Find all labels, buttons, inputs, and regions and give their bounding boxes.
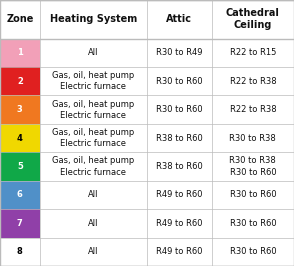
Text: Attic: Attic [166,14,192,24]
Text: R22 to R38: R22 to R38 [230,77,276,86]
Text: R49 to R60: R49 to R60 [156,190,203,200]
Text: R30 to R60: R30 to R60 [156,77,203,86]
Text: Gas, oil, heat pump
Electric furnace: Gas, oil, heat pump Electric furnace [52,128,134,148]
Text: 2: 2 [17,77,23,86]
Bar [0,67,40,95]
Bar [0,124,40,152]
Text: R49 to R60: R49 to R60 [156,247,203,256]
Text: All: All [88,219,98,228]
Bar [0,238,40,266]
Text: 1: 1 [17,48,23,57]
Text: 7: 7 [17,219,23,228]
Text: Cathedral
Ceiling: Cathedral Ceiling [226,9,280,30]
Text: R30 to R60: R30 to R60 [156,105,203,114]
Bar [0,181,40,209]
Text: 8: 8 [17,247,23,256]
Text: R30 to R38: R30 to R38 [229,134,276,143]
Text: Gas, oil, heat pump
Electric furnace: Gas, oil, heat pump Electric furnace [52,71,134,91]
Text: Gas, oil, heat pump
Electric furnace: Gas, oil, heat pump Electric furnace [52,99,134,120]
Text: Zone: Zone [6,14,34,24]
Text: 4: 4 [17,134,23,143]
Bar [0,95,40,124]
Text: R30 to R60: R30 to R60 [230,219,276,228]
Text: 5: 5 [17,162,23,171]
Text: R30 to R49: R30 to R49 [156,48,203,57]
Text: 6: 6 [17,190,23,200]
Bar [0,39,40,67]
Text: 3: 3 [17,105,23,114]
Text: All: All [88,48,98,57]
Text: R22 to R38: R22 to R38 [230,105,276,114]
Text: R22 to R15: R22 to R15 [230,48,276,57]
Text: All: All [88,247,98,256]
Text: Gas, oil, heat pump
Electric furnace: Gas, oil, heat pump Electric furnace [52,156,134,177]
Text: R30 to R38
R30 to R60: R30 to R38 R30 to R60 [229,156,276,177]
Text: R49 to R60: R49 to R60 [156,219,203,228]
Bar [0,209,40,238]
Text: R30 to R60: R30 to R60 [230,190,276,200]
Bar [0,152,40,181]
Text: R30 to R60: R30 to R60 [230,247,276,256]
Text: R38 to R60: R38 to R60 [156,162,203,171]
Text: R38 to R60: R38 to R60 [156,134,203,143]
Text: Heating System: Heating System [50,14,137,24]
Text: All: All [88,190,98,200]
